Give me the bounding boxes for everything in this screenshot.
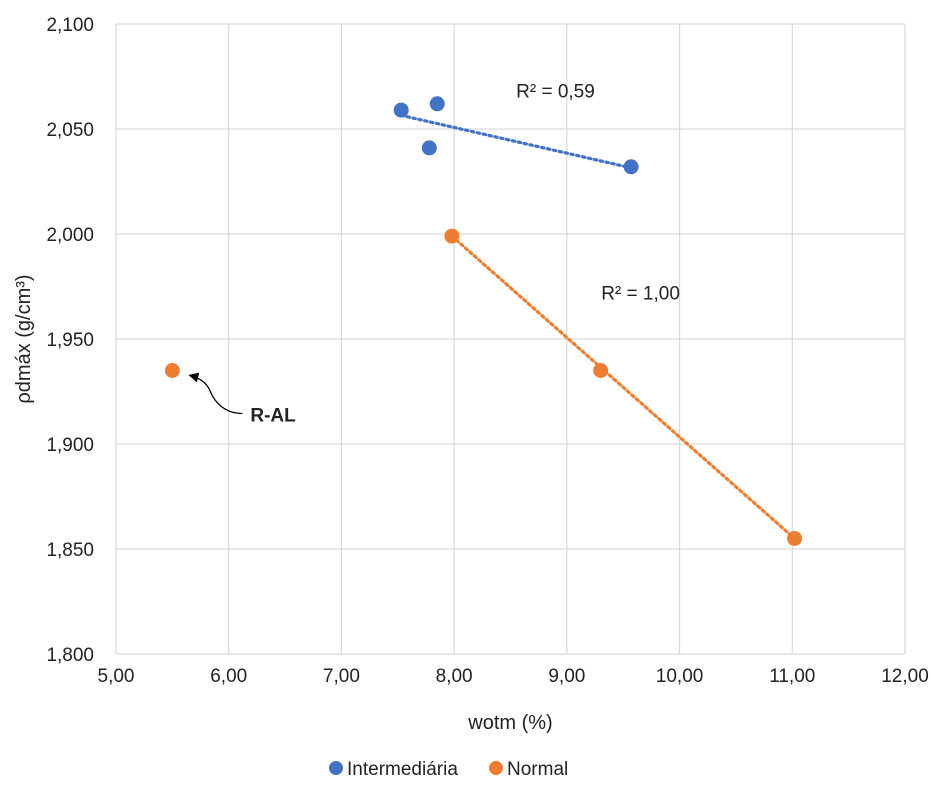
data-point: [393, 102, 409, 118]
data-point: [444, 228, 460, 244]
x-tick-label: 11,00: [769, 666, 815, 687]
y-axis-title: ρdmáx (g/cm³): [13, 274, 35, 403]
annotation-arrow: [188, 372, 243, 415]
legend-marker: [489, 761, 503, 775]
legend-label: Intermediária: [347, 759, 458, 780]
annotations: R² = 0,59 R² = 1,00 R-AL: [188, 82, 680, 427]
x-tick-label: 9,00: [548, 666, 585, 687]
x-axis-title: wotm (%): [467, 712, 552, 734]
trendline-intermediaria: [399, 113, 633, 170]
x-tick-label: 7,00: [323, 666, 360, 687]
axes: 5,00 6,00 7,00 8,00 9,00 10,00 11,00 12,00 1,800…: [13, 15, 929, 734]
y-tick-label: 2,050: [46, 120, 94, 141]
data-point: [623, 159, 639, 175]
x-tick-label: 5,00: [98, 666, 135, 687]
y-tick-label: 2,000: [46, 225, 94, 246]
data-point: [787, 531, 803, 546]
legend: Intermediária Normal: [329, 759, 568, 780]
x-tick-label: 10,00: [656, 666, 704, 687]
y-tick-label: 1,800: [46, 645, 94, 666]
trendlines: [399, 113, 797, 541]
y-tick-label: 1,900: [46, 435, 94, 456]
r2-label: R² = 0,59: [516, 82, 595, 103]
grid: [115, 23, 906, 655]
data-point: [593, 363, 609, 378]
legend-label: Normal: [507, 759, 568, 780]
y-tick-label: 1,950: [46, 330, 94, 351]
data-points: [164, 96, 803, 546]
x-tick-label: 8,00: [436, 666, 473, 687]
data-point: [421, 140, 437, 156]
r2-label: R² = 1,00: [601, 283, 680, 304]
data-point: [164, 363, 180, 378]
data-point: [429, 96, 445, 112]
y-tick-label: 1,850: [46, 540, 94, 561]
trendline-normal: [450, 234, 797, 541]
legend-marker: [329, 761, 343, 775]
annotation-label: R-AL: [250, 406, 296, 427]
x-tick-label: 6,00: [210, 666, 247, 687]
y-tick-label: 2,100: [46, 15, 94, 36]
x-tick-label: 12,00: [881, 666, 929, 687]
